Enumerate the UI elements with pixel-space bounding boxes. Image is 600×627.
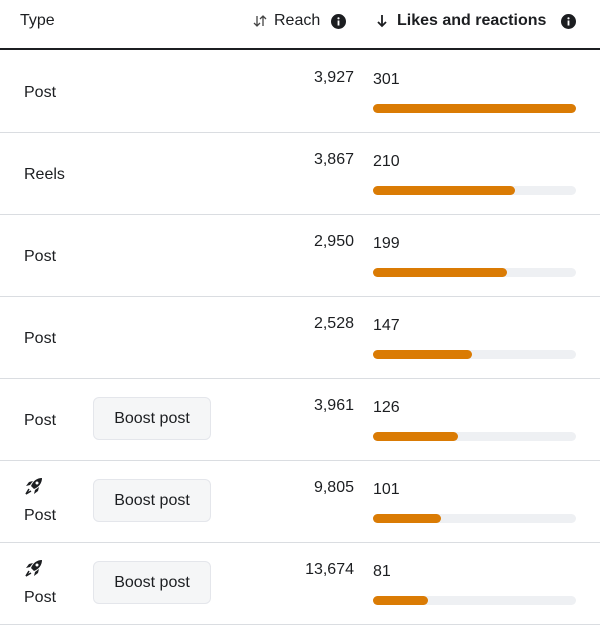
likes-bar [373, 596, 428, 605]
sort-desc-icon[interactable] [376, 14, 388, 28]
rocket-icon [25, 478, 42, 495]
bar-track [373, 514, 576, 523]
table-row: Post 3,927 301 [0, 50, 600, 133]
type: Post [24, 507, 57, 524]
info-icon[interactable] [331, 14, 346, 29]
type: Post [24, 248, 57, 265]
type: Post [24, 412, 57, 429]
reach: 13,674 [305, 561, 354, 578]
table-row: Post Boost post 13,674 81 [0, 542, 600, 625]
likes-bar [373, 432, 458, 441]
likes-bar [373, 514, 442, 523]
bar-track [373, 104, 576, 113]
sort-icon[interactable] [253, 14, 267, 28]
header-type: Type [20, 12, 55, 29]
table-row: Post 2,950 199 [0, 214, 600, 297]
reach: 2,950 [313, 233, 354, 250]
likes: 147 [373, 317, 400, 334]
bar-track [373, 596, 576, 605]
likes: 301 [373, 71, 400, 88]
header-likes[interactable]: Likes and reactions [397, 12, 547, 29]
bar-track [373, 350, 576, 359]
table-row: Post 2,528 147 [0, 296, 600, 379]
likes-bar [373, 350, 473, 359]
likes-bar [373, 186, 515, 195]
info-icon[interactable] [561, 14, 576, 29]
boost-button[interactable]: Boost post [93, 561, 211, 604]
boost-button[interactable]: Boost post [93, 397, 211, 440]
reach: 3,867 [313, 151, 354, 168]
likes: 210 [373, 153, 400, 170]
table-row: Reels 3,867 210 [0, 132, 600, 215]
bar-track [373, 186, 576, 195]
likes: 126 [373, 399, 400, 416]
type: Reels [24, 166, 65, 183]
type: Post [24, 84, 57, 101]
likes-bar [373, 268, 508, 277]
reach: 3,927 [313, 69, 354, 86]
table-row: Post Boost post 9,805 101 [0, 460, 600, 543]
rocket-icon [25, 560, 42, 577]
likes: 81 [373, 563, 391, 580]
reach: 2,528 [313, 315, 354, 332]
type: Post [24, 330, 57, 347]
likes-bar [373, 104, 576, 113]
bar-track [373, 268, 576, 277]
header-reach[interactable]: Reach [274, 12, 321, 29]
header-rule [0, 48, 600, 50]
type: Post [24, 589, 57, 606]
likes: 101 [373, 481, 400, 498]
likes: 199 [373, 235, 400, 252]
reach: 9,805 [313, 479, 354, 496]
bar-track [373, 432, 576, 441]
table-row: Post Boost post 3,961 126 [0, 378, 600, 461]
boost-button[interactable]: Boost post [93, 479, 211, 522]
reach: 3,961 [313, 397, 354, 414]
